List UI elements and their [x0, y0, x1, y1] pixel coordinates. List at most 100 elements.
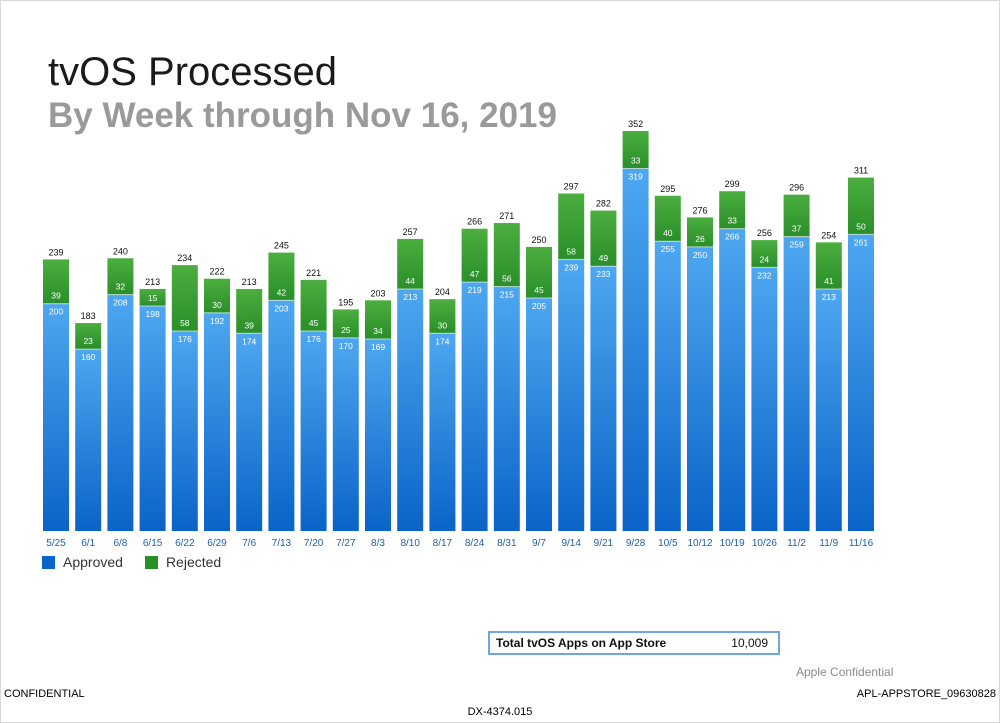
- rejected-bar: [751, 240, 778, 268]
- rejected-bar: [332, 309, 359, 338]
- x-tick-label: 6/22: [175, 538, 195, 549]
- rejected-bar: [719, 191, 746, 229]
- x-tick-label: 11/16: [849, 538, 874, 549]
- x-tick-label: 6/15: [143, 538, 163, 549]
- rejected-value-label: 23: [83, 336, 93, 346]
- total-label: 296: [789, 183, 804, 193]
- approved-swatch: [42, 555, 55, 569]
- legend: Approved Rejected: [42, 554, 221, 570]
- rejected-bar: [300, 279, 327, 331]
- approved-bar: [107, 294, 134, 531]
- x-tick-label: 7/27: [336, 538, 356, 549]
- approved-value-label: 208: [113, 298, 127, 308]
- approved-value-label: 174: [242, 336, 256, 346]
- approved-value-label: 266: [725, 232, 739, 242]
- rejected-bar: [268, 252, 295, 301]
- total-label: 250: [531, 235, 546, 245]
- rejected-bar: [622, 131, 649, 169]
- rejected-bar: [43, 259, 69, 304]
- rejected-value-label: 45: [534, 285, 544, 295]
- approved-value-label: 203: [274, 303, 288, 313]
- approved-bar: [139, 306, 166, 531]
- rejected-value-label: 26: [695, 234, 705, 244]
- total-label: 257: [403, 227, 418, 237]
- rejected-value-label: 30: [212, 300, 222, 310]
- approved-value-label: 250: [693, 250, 707, 260]
- rejected-bar: [526, 246, 552, 299]
- approved-value-label: 205: [532, 301, 546, 311]
- rejected-bar: [365, 300, 391, 339]
- rejected-bar: [687, 217, 713, 247]
- total-label: 299: [725, 179, 740, 189]
- total-label: 203: [370, 288, 385, 298]
- total-label: 245: [274, 241, 289, 251]
- x-tick-label: 8/31: [497, 538, 517, 549]
- x-tick-label: 9/7: [532, 538, 546, 549]
- approved-bar: [558, 259, 585, 531]
- rejected-bar: [654, 195, 681, 242]
- rejected-bar: [461, 228, 488, 283]
- approved-value-label: 215: [500, 290, 514, 300]
- total-label: 240: [113, 246, 128, 256]
- approved-bar: [783, 236, 810, 531]
- rejected-value-label: 25: [341, 325, 351, 335]
- rejected-value-label: 32: [116, 282, 126, 292]
- x-tick-label: 6/1: [81, 538, 95, 549]
- approved-value-label: 219: [468, 285, 482, 295]
- approved-bar: [751, 267, 778, 531]
- total-label: 271: [499, 211, 514, 221]
- approved-bar: [461, 282, 488, 531]
- approved-bar: [590, 266, 617, 531]
- approved-bar: [75, 349, 102, 531]
- x-tick-label: 9/21: [594, 538, 614, 549]
- rejected-value-label: 39: [244, 320, 254, 330]
- rejected-value-label: 30: [438, 320, 448, 330]
- rejected-value-label: 58: [180, 318, 190, 328]
- approved-value-label: 174: [435, 336, 449, 346]
- legend-item-approved: Approved: [42, 554, 123, 570]
- total-apps-value: 10,009: [731, 636, 768, 650]
- approved-bar: [365, 338, 391, 531]
- approved-bar: [268, 300, 295, 531]
- x-tick-label: 7/20: [304, 538, 324, 549]
- total-label: 234: [177, 253, 192, 263]
- total-label: 266: [467, 217, 482, 227]
- rejected-value-label: 45: [309, 318, 319, 328]
- approved-bar: [204, 312, 230, 531]
- rejected-bar: [139, 288, 166, 306]
- total-label: 183: [81, 311, 96, 321]
- rejected-bar: [75, 323, 102, 350]
- bars-group: 239 39 200 5/25 183 23 160 6/1 240 32 208 6/8 213 15 1…: [43, 119, 874, 549]
- total-label: 352: [628, 119, 643, 129]
- approved-value-label: 198: [146, 309, 160, 319]
- total-label: 297: [564, 182, 579, 192]
- rejected-value-label: 24: [760, 254, 770, 264]
- total-label: 311: [854, 166, 868, 176]
- chart-title: tvOS Processed: [48, 50, 338, 94]
- x-tick-label: 9/28: [626, 538, 646, 549]
- footer-bates-number: APL-APPSTORE_09630828: [856, 688, 996, 700]
- rejected-value-label: 50: [856, 221, 866, 231]
- approved-bar: [300, 331, 327, 531]
- total-label: 213: [145, 277, 160, 287]
- approved-bar: [622, 168, 649, 531]
- approved-bar: [815, 288, 842, 531]
- approved-value-label: 259: [790, 240, 804, 250]
- total-label: 276: [692, 205, 707, 215]
- total-label: 254: [821, 230, 836, 240]
- rejected-value-label: 42: [277, 287, 287, 297]
- approved-value-label: 176: [307, 334, 321, 344]
- approved-value-label: 169: [371, 342, 385, 352]
- approved-bar: [429, 333, 456, 531]
- rejected-value-label: 56: [502, 274, 512, 284]
- x-tick-label: 5/25: [46, 538, 66, 549]
- rejected-bar: [107, 258, 134, 295]
- rejected-bar: [783, 194, 810, 237]
- rejected-value-label: 15: [148, 293, 158, 303]
- approved-bar: [236, 333, 263, 531]
- total-label: 256: [757, 228, 772, 238]
- rejected-value-label: 49: [599, 253, 609, 263]
- approved-value-label: 213: [822, 292, 836, 302]
- x-tick-label: 6/8: [113, 538, 127, 549]
